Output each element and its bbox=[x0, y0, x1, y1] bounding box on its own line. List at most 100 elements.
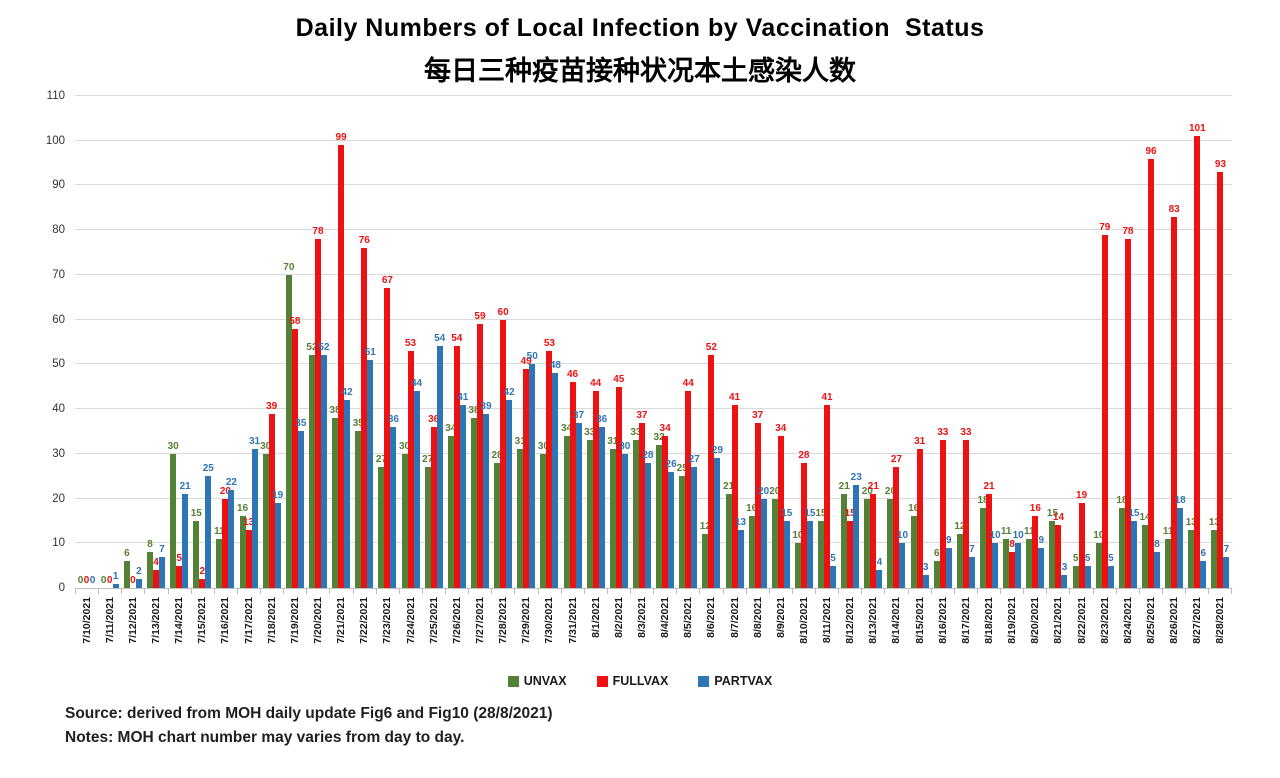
x-tick-label: 8/1/2021 bbox=[589, 597, 602, 638]
x-label-cell: 8/14/2021 bbox=[885, 594, 908, 666]
bar-value-label: 15 bbox=[190, 507, 202, 519]
partvax-bar: 9 bbox=[1038, 535, 1045, 588]
partvax-bar: 44 bbox=[411, 379, 422, 588]
bar-value-label: 78 bbox=[1122, 226, 1134, 238]
partvax-bar: 6 bbox=[1200, 549, 1207, 588]
x-tick-label: 7/27/2021 bbox=[473, 597, 486, 644]
bar-group: 34 54 41 bbox=[445, 96, 468, 588]
bar-group: 31 49 50 bbox=[515, 96, 538, 588]
partvax-bar: 5 bbox=[1107, 553, 1114, 588]
fullvax-bar: 4 bbox=[152, 558, 159, 588]
bar-value-label: 0 bbox=[77, 575, 84, 586]
bar-value-label: 28 bbox=[642, 449, 654, 461]
x-label-cell: 8/4/2021 bbox=[654, 594, 677, 666]
x-label-cell: 7/17/2021 bbox=[237, 594, 260, 666]
unvax-bar: 35 bbox=[353, 419, 364, 588]
x-tick bbox=[791, 589, 815, 594]
unvax-bar: 11 bbox=[214, 526, 225, 588]
x-tick bbox=[514, 589, 537, 594]
bar-value-label: 30 bbox=[398, 440, 411, 452]
bar-value-label: 31 bbox=[607, 436, 619, 448]
gridline bbox=[75, 497, 1232, 499]
bar-value-label: 1 bbox=[112, 570, 119, 582]
bar-group: 20 27 10 bbox=[885, 96, 908, 588]
bar-value-label: 3 bbox=[922, 561, 929, 573]
x-label-cell: 8/1/2021 bbox=[584, 594, 607, 666]
bar-value-label: 13 bbox=[1208, 516, 1221, 528]
partvax-bar: 19 bbox=[272, 491, 283, 588]
bar-value-label: 21 bbox=[722, 481, 735, 493]
bar-value-label: 37 bbox=[752, 409, 764, 421]
x-tick bbox=[583, 589, 607, 594]
gridline bbox=[75, 184, 1232, 186]
x-tick-label: 8/5/2021 bbox=[682, 597, 695, 638]
fullvax-bar: 21 bbox=[868, 482, 879, 588]
bar-value-label: 6 bbox=[933, 548, 940, 560]
gridline bbox=[75, 452, 1232, 454]
fullvax-bar: 101 bbox=[1189, 124, 1206, 588]
bar-value-label: 58 bbox=[289, 315, 301, 327]
fullvax-bar: 58 bbox=[289, 316, 300, 588]
x-tick-label: 8/3/2021 bbox=[635, 597, 648, 638]
bar-value-label: 36 bbox=[428, 413, 440, 425]
unvax-bar: 10 bbox=[792, 531, 803, 588]
fullvax-bar: 41 bbox=[822, 392, 833, 588]
bar-value-label: 59 bbox=[474, 311, 486, 323]
x-label-cell: 7/19/2021 bbox=[283, 594, 306, 666]
x-label-cell: 8/15/2021 bbox=[908, 594, 931, 666]
x-tick-label: 7/11/2021 bbox=[103, 597, 116, 644]
bar-value-label: 9 bbox=[1038, 534, 1045, 546]
x-tick bbox=[121, 589, 144, 594]
x-tick bbox=[537, 589, 561, 594]
x-tick-label: 8/17/2021 bbox=[959, 597, 972, 644]
x-label-cell: 8/22/2021 bbox=[1070, 594, 1093, 666]
x-tick-label: 8/6/2021 bbox=[705, 597, 718, 638]
partvax-bar: 9 bbox=[945, 535, 952, 588]
partvax-bar: 7 bbox=[1223, 544, 1230, 588]
source-notes: Source: derived from MOH daily update Fi… bbox=[65, 702, 1280, 750]
x-label-cell: 8/2/2021 bbox=[607, 594, 630, 666]
unvax-bar: 34 bbox=[445, 423, 456, 588]
bar-value-label: 33 bbox=[630, 427, 642, 439]
partvax-bar: 50 bbox=[527, 352, 538, 588]
bar-value-label: 27 bbox=[422, 454, 434, 466]
unvax-bar: 28 bbox=[492, 450, 503, 588]
x-tick bbox=[1092, 589, 1116, 594]
unvax-bar: 34 bbox=[561, 423, 572, 588]
bar-value-label: 21 bbox=[838, 481, 850, 493]
bar-group: 28 60 42 bbox=[492, 96, 515, 588]
bar-value-label: 12 bbox=[699, 521, 711, 533]
fullvax-bar: 67 bbox=[382, 276, 393, 588]
bar-group: 21 15 23 bbox=[839, 96, 862, 588]
bar-group: 30 53 44 bbox=[399, 96, 422, 588]
bar-value-label: 0 bbox=[100, 575, 107, 586]
bar-group: 11 16 9 bbox=[1024, 96, 1047, 588]
bar-value-label: 15 bbox=[804, 507, 816, 519]
x-tick-label: 7/16/2021 bbox=[219, 597, 232, 644]
bar-value-label: 42 bbox=[341, 387, 353, 399]
bar-value-label: 33 bbox=[584, 427, 596, 439]
bar-value-label: 34 bbox=[775, 422, 787, 434]
x-tick-label: 8/27/2021 bbox=[1191, 597, 1204, 644]
x-tick bbox=[1046, 589, 1069, 594]
bar-group: 13 101 6 bbox=[1186, 96, 1209, 588]
bar-group: 27 67 36 bbox=[376, 96, 399, 588]
bar-value-label: 16 bbox=[236, 503, 249, 515]
x-label-cell: 8/26/2021 bbox=[1163, 594, 1186, 666]
bar-value-label: 28 bbox=[491, 449, 503, 461]
unvax-bar: 70 bbox=[283, 262, 294, 588]
x-tick bbox=[260, 589, 283, 594]
bar-value-label: 30 bbox=[619, 440, 631, 452]
bar-value-label: 0 bbox=[89, 575, 96, 586]
fullvax-bar: 44 bbox=[683, 379, 694, 588]
x-tick-label: 7/17/2021 bbox=[242, 597, 255, 644]
x-label-cell: 7/18/2021 bbox=[260, 594, 283, 666]
fullvax-bar: 83 bbox=[1169, 204, 1180, 588]
unvax-bar: 16 bbox=[746, 504, 757, 588]
x-tick-label: 8/25/2021 bbox=[1145, 597, 1158, 644]
bar-value-label: 7 bbox=[1223, 543, 1230, 555]
bar-value-label: 20 bbox=[861, 485, 873, 497]
bar-value-label: 10 bbox=[896, 530, 909, 542]
bar-value-label: 28 bbox=[798, 449, 810, 461]
